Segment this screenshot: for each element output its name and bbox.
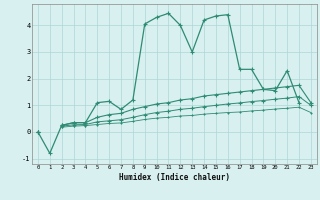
X-axis label: Humidex (Indice chaleur): Humidex (Indice chaleur) <box>119 173 230 182</box>
